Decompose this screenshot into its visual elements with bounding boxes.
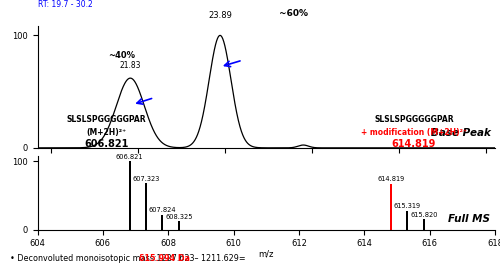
Bar (406, 210, 408, 230)
Bar (162, 215, 164, 230)
Bar (178, 221, 180, 230)
Text: 606.821: 606.821 (84, 139, 129, 149)
Text: Full MS: Full MS (448, 214, 490, 224)
Text: 615.319: 615.319 (394, 203, 421, 209)
Text: 23.89: 23.89 (208, 11, 232, 20)
Text: SLSLSPGGGGGPAR: SLSLSPGGGGGPAR (67, 115, 146, 124)
Text: δ15.994 Da: δ15.994 Da (138, 254, 190, 263)
Text: + modification (M+2H)²⁺: + modification (M+2H)²⁺ (361, 128, 467, 137)
Text: 615.820: 615.820 (410, 212, 438, 218)
Text: 608.325: 608.325 (165, 214, 192, 220)
X-axis label: m/z: m/z (258, 250, 274, 259)
Text: (M+2H)²⁺ 614.819: (M+2H)²⁺ 614.819 (124, 0, 210, 1)
Text: 607.323: 607.323 (132, 176, 160, 182)
Text: • Deconvoluted monoisotopic mass:1227.623– 1211.629=: • Deconvoluted monoisotopic mass:1227.62… (10, 254, 248, 263)
Bar (390, 184, 392, 230)
Text: 21.83: 21.83 (120, 61, 141, 70)
Text: ~60%: ~60% (279, 10, 308, 18)
Text: Base Peak: Base Peak (430, 128, 490, 138)
Bar (145, 183, 147, 230)
Text: (M+2H)²⁺: (M+2H)²⁺ (86, 128, 127, 137)
Text: 614.819: 614.819 (392, 139, 436, 149)
Text: SLSLSPGGGGGPAR: SLSLSPGGGGGPAR (374, 115, 454, 124)
Text: 614.819: 614.819 (378, 176, 404, 182)
Text: 606.821: 606.821 (116, 154, 143, 160)
Text: RT: 19.7 - 30.2: RT: 19.7 - 30.2 (38, 0, 92, 9)
Text: ~40%: ~40% (108, 51, 134, 60)
Bar (128, 161, 130, 230)
Text: 607.824: 607.824 (148, 207, 176, 213)
Text: (M+2H)²⁺ 606.821: (M+2H)²⁺ 606.821 (251, 0, 336, 1)
Bar (423, 219, 424, 230)
X-axis label: (min): (min) (255, 168, 278, 177)
